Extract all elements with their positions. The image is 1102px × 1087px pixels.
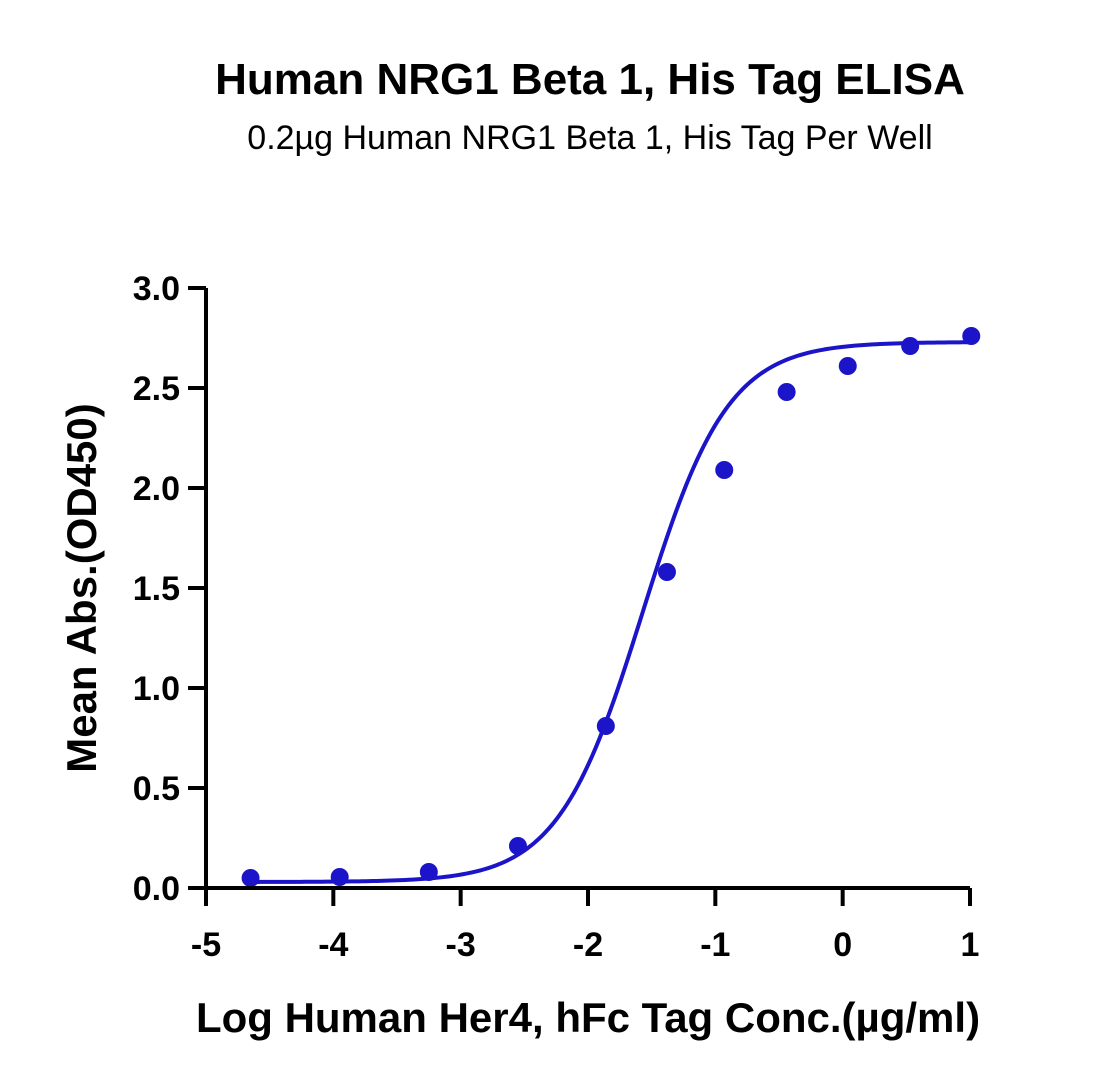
- chart-title: Human NRG1 Beta 1, His Tag ELISA: [215, 55, 965, 104]
- plot-area: [241, 327, 981, 887]
- x-tick-label: -5: [191, 926, 221, 964]
- x-tick-label: -2: [573, 926, 603, 964]
- y-tick-label: 1.0: [133, 670, 180, 708]
- data-point: [657, 563, 676, 581]
- x-tick-label: -4: [318, 926, 348, 964]
- data-point: [715, 461, 734, 479]
- data-point: [508, 837, 527, 855]
- y-tick-label: 2.0: [133, 470, 180, 508]
- x-axis-ticks: -5 -4 -3 -2 -1 0 1: [191, 888, 980, 964]
- data-point: [241, 869, 260, 887]
- data-point: [419, 863, 438, 881]
- x-tick-label: -1: [700, 926, 730, 964]
- y-tick-label: 1.5: [133, 570, 180, 608]
- data-point: [901, 337, 920, 355]
- data-point: [962, 327, 981, 345]
- data-point: [838, 357, 857, 375]
- y-axis-title: Mean Abs.(OD450): [58, 403, 105, 773]
- y-tick-label: 0.0: [133, 870, 180, 908]
- data-point: [330, 868, 349, 886]
- y-tick-label: 3.0: [133, 270, 180, 308]
- y-tick-label: 0.5: [133, 770, 180, 808]
- data-point: [596, 717, 615, 735]
- chart-subtitle: 0.2µg Human NRG1 Beta 1, His Tag Per Wel…: [247, 119, 932, 157]
- x-tick-label: 0: [833, 926, 852, 964]
- x-axis-title: Log Human Her4, hFc Tag Conc.(µg/ml): [196, 994, 980, 1041]
- data-point: [777, 383, 796, 401]
- fit-curve: [250, 340, 971, 884]
- y-axis-ticks: 0.0 0.5 1.0 1.5 2.0 2.5 3.0: [133, 270, 206, 908]
- x-tick-label: -3: [446, 926, 476, 964]
- x-tick-label: 1: [961, 926, 980, 964]
- y-tick-label: 2.5: [133, 370, 180, 408]
